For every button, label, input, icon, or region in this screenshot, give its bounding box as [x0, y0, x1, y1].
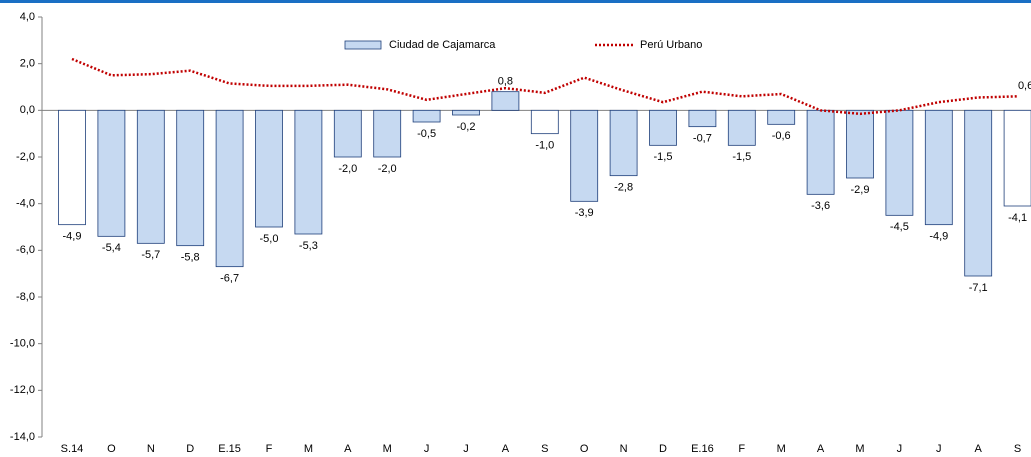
bar	[767, 109, 796, 125]
value-label: -1,5	[732, 151, 751, 163]
value-label: 0,8	[498, 76, 513, 88]
y-tick-label: -14,0	[10, 431, 35, 443]
x-tick-label: J	[897, 443, 903, 455]
x-tick-label: S	[1014, 443, 1021, 455]
y-tick-label: 2,0	[20, 58, 35, 70]
value-label: -0,7	[693, 133, 712, 145]
bar	[727, 109, 756, 146]
value-label: -5,8	[181, 252, 200, 264]
value-label: -5,4	[102, 242, 121, 254]
x-tick-label: N	[620, 443, 628, 455]
value-label: -1,5	[654, 151, 673, 163]
x-tick-label: M	[383, 443, 392, 455]
value-label: -5,3	[299, 240, 318, 252]
value-label: -4,5	[890, 221, 909, 233]
x-tick-label: D	[659, 443, 667, 455]
bar	[885, 109, 914, 216]
value-label: -4,9	[929, 231, 948, 243]
x-tick-label: A	[817, 443, 825, 455]
bar	[609, 109, 638, 177]
x-tick-label: N	[147, 443, 155, 455]
x-tick-label: E.15	[218, 443, 241, 455]
bar	[924, 109, 953, 226]
value-label: -4,9	[63, 231, 82, 243]
x-tick-label: M	[304, 443, 313, 455]
bar	[373, 109, 402, 158]
x-tick-label: F	[266, 443, 273, 455]
value-label: -0,2	[457, 121, 476, 133]
bar	[58, 109, 86, 226]
bar	[136, 109, 165, 244]
bar	[491, 91, 520, 111]
x-tick-label: J	[424, 443, 430, 455]
y-tick-label: 0,0	[20, 104, 35, 116]
value-label: -2,0	[378, 163, 397, 175]
bar	[688, 109, 717, 128]
bar	[255, 109, 283, 228]
legend-label: Perú Urbano	[640, 39, 702, 51]
value-label: -2,0	[338, 163, 357, 175]
y-tick-label: -4,0	[16, 198, 35, 210]
x-tick-label: M	[855, 443, 864, 455]
x-tick-label: A	[502, 443, 510, 455]
value-label: -3,6	[811, 200, 830, 212]
legend-label: Ciudad de Cajamarca	[389, 39, 496, 51]
x-tick-label: E.16	[691, 443, 714, 455]
x-tick-label: A	[344, 443, 352, 455]
bar	[176, 109, 205, 247]
y-tick-label: -12,0	[10, 384, 35, 396]
value-label: -5,7	[141, 249, 160, 261]
bar	[333, 109, 362, 158]
x-tick-label: F	[738, 443, 745, 455]
value-label: -0,5	[417, 128, 436, 140]
value-label: -2,8	[614, 182, 633, 194]
value-label: 0,6	[1018, 80, 1031, 92]
x-tick-label: S.14	[61, 443, 84, 455]
x-tick-label: J	[463, 443, 469, 455]
value-label: -5,0	[260, 233, 279, 245]
bar	[570, 109, 599, 202]
x-tick-label: M	[777, 443, 786, 455]
value-label: -0,6	[772, 130, 791, 142]
y-tick-label: -8,0	[16, 291, 35, 303]
y-tick-label: -10,0	[10, 338, 35, 350]
x-tick-label: A	[975, 443, 983, 455]
bar	[412, 109, 441, 123]
x-tick-label: S	[541, 443, 548, 455]
x-tick-label: O	[107, 443, 116, 455]
bar	[215, 109, 244, 268]
bar	[1003, 109, 1031, 207]
value-label: -1,0	[535, 140, 554, 152]
value-label: -3,9	[575, 207, 594, 219]
x-tick-label: O	[580, 443, 589, 455]
value-label: -6,7	[220, 273, 239, 285]
y-tick-label: -2,0	[16, 151, 35, 163]
value-label: -7,1	[969, 282, 988, 294]
bar	[452, 109, 480, 116]
line	[71, 57, 1018, 116]
y-tick-label: 4,0	[20, 11, 35, 23]
value-label: -2,9	[851, 184, 870, 196]
bar	[964, 109, 993, 277]
top-border	[0, 0, 1031, 3]
bar	[294, 109, 323, 235]
bar	[530, 109, 559, 135]
y-tick-label: -6,0	[16, 244, 35, 256]
bar	[806, 109, 835, 195]
bar	[649, 109, 677, 146]
value-label: -4,1	[1008, 212, 1027, 224]
x-tick-label: J	[936, 443, 942, 455]
bar	[97, 109, 126, 237]
bar	[846, 109, 874, 179]
legend-swatch	[344, 40, 382, 50]
x-tick-label: D	[186, 443, 194, 455]
